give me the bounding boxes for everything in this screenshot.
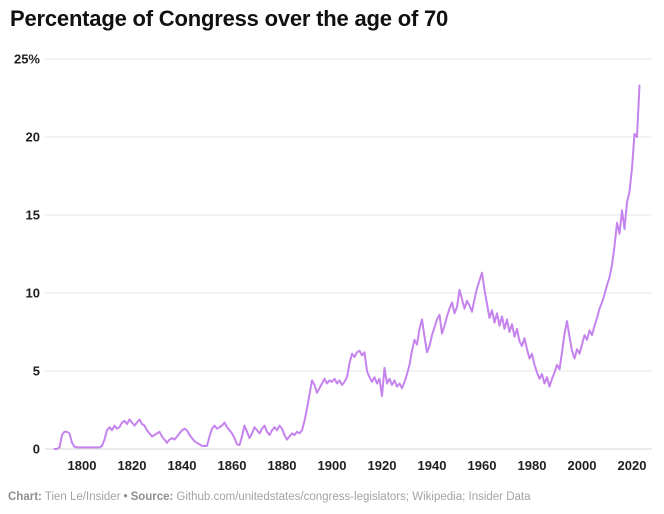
x-tick-label: 1960: [468, 458, 497, 473]
data-line: [53, 84, 641, 450]
y-tick-label: 15: [26, 208, 40, 223]
y-tick-label: 5: [33, 364, 40, 379]
x-tick-label: 1800: [68, 458, 97, 473]
footer-source-text: Github.com/unitedstates/congress-legisla…: [176, 491, 531, 503]
x-tick-label: 1860: [218, 458, 247, 473]
x-tick-label: 1980: [518, 458, 547, 473]
y-tick-label: 20: [26, 130, 40, 145]
chart-credit-footer: Chart: Tien Le/Insider • Source: Github.com/…: [8, 490, 658, 504]
x-tick-label: 1900: [318, 458, 347, 473]
y-tick-label: 25%: [14, 52, 40, 67]
chart-title: Percentage of Congress over the age of 7…: [10, 6, 449, 31]
x-tick-label: 2000: [568, 458, 597, 473]
y-tick-label: 0: [33, 442, 40, 457]
x-tick-label: 1820: [118, 458, 147, 473]
x-tick-label: 1920: [368, 458, 397, 473]
footer-source-label: Source:: [130, 491, 174, 503]
footer-bullet: •: [123, 491, 128, 503]
x-tick-label: 2020: [618, 458, 647, 473]
y-tick-label: 10: [26, 286, 40, 301]
x-tick-label: 1940: [418, 458, 447, 473]
footer-chart-credit: Tien Le/Insider: [44, 491, 121, 503]
line-chart: 0 5 10 15 20 25% 1800 1820 1840 1860 1880 1900 1920 1…: [14, 52, 652, 473]
footer-chart-label: Chart:: [8, 491, 42, 503]
x-tick-label: 1880: [268, 458, 297, 473]
x-tick-label: 1840: [168, 458, 197, 473]
